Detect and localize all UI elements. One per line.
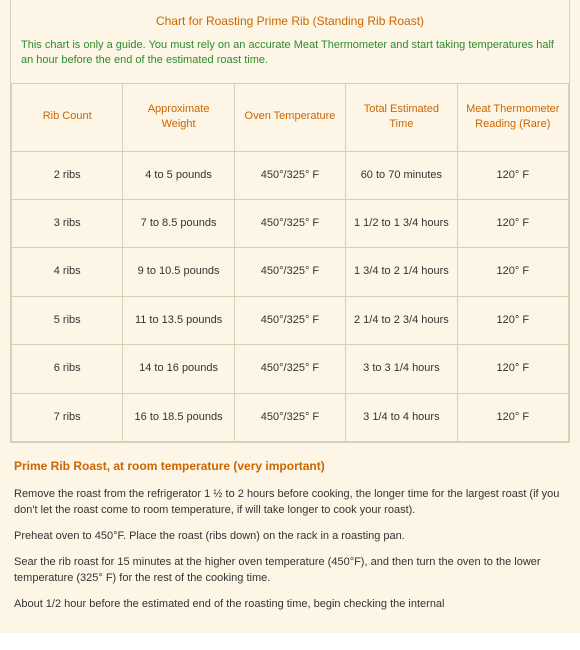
table-row: 6 ribs 14 to 16 pounds 450°/325° F 3 to … — [12, 345, 569, 393]
table-row: 7 ribs 16 to 18.5 pounds 450°/325° F 3 1… — [12, 393, 569, 441]
cell: 3 to 3 1/4 hours — [346, 345, 457, 393]
instruction-para: Preheat oven to 450°F. Place the roast (… — [14, 529, 566, 545]
instruction-para: Remove the roast from the refrigerator 1… — [14, 487, 566, 519]
cell: 120° F — [457, 199, 568, 247]
table-header-row: Rib Count Approximate Weight Oven Temper… — [12, 83, 569, 151]
cell: 3 ribs — [12, 199, 123, 247]
table-body: 2 ribs 4 to 5 pounds 450°/325° F 60 to 7… — [12, 151, 569, 441]
instruction-para: About 1/2 hour before the estimated end … — [14, 597, 566, 613]
cell: 2 1/4 to 2 3/4 hours — [346, 296, 457, 344]
page: Chart for Roasting Prime Rib (Standing R… — [0, 0, 580, 633]
cell: 2 ribs — [12, 151, 123, 199]
content-card: Chart for Roasting Prime Rib (Standing R… — [10, 0, 570, 443]
cell: 14 to 16 pounds — [123, 345, 234, 393]
col-oven-temp: Oven Temperature — [234, 83, 345, 151]
roasting-table: Rib Count Approximate Weight Oven Temper… — [11, 83, 569, 442]
table-row: 2 ribs 4 to 5 pounds 450°/325° F 60 to 7… — [12, 151, 569, 199]
guide-note: This chart is only a guide. You must rel… — [11, 38, 569, 83]
cell: 450°/325° F — [234, 345, 345, 393]
cell: 9 to 10.5 pounds — [123, 248, 234, 296]
instruction-para: Sear the rib roast for 15 minutes at the… — [14, 555, 566, 587]
table-row: 3 ribs 7 to 8.5 pounds 450°/325° F 1 1/2… — [12, 199, 569, 247]
cell: 6 ribs — [12, 345, 123, 393]
cell: 450°/325° F — [234, 199, 345, 247]
cell: 450°/325° F — [234, 393, 345, 441]
col-rib-count: Rib Count — [12, 83, 123, 151]
cell: 4 ribs — [12, 248, 123, 296]
cell: 7 to 8.5 pounds — [123, 199, 234, 247]
cell: 120° F — [457, 296, 568, 344]
section-heading: Prime Rib Roast, at room temperature (ve… — [14, 459, 566, 473]
table-row: 4 ribs 9 to 10.5 pounds 450°/325° F 1 3/… — [12, 248, 569, 296]
table-row: 5 ribs 11 to 13.5 pounds 450°/325° F 2 1… — [12, 296, 569, 344]
cell: 5 ribs — [12, 296, 123, 344]
cell: 1 3/4 to 2 1/4 hours — [346, 248, 457, 296]
col-weight: Approximate Weight — [123, 83, 234, 151]
cell: 11 to 13.5 pounds — [123, 296, 234, 344]
col-thermometer: Meat Thermometer Reading (Rare) — [457, 83, 568, 151]
cell: 120° F — [457, 345, 568, 393]
cell: 16 to 18.5 pounds — [123, 393, 234, 441]
instructions-section: Prime Rib Roast, at room temperature (ve… — [0, 443, 580, 633]
cell: 60 to 70 minutes — [346, 151, 457, 199]
cell: 7 ribs — [12, 393, 123, 441]
cell: 120° F — [457, 151, 568, 199]
cell: 120° F — [457, 393, 568, 441]
cell: 450°/325° F — [234, 296, 345, 344]
cell: 3 1/4 to 4 hours — [346, 393, 457, 441]
col-total-time: Total Estimated Time — [346, 83, 457, 151]
chart-title: Chart for Roasting Prime Rib (Standing R… — [11, 0, 569, 38]
cell: 1 1/2 to 1 3/4 hours — [346, 199, 457, 247]
cell: 450°/325° F — [234, 248, 345, 296]
cell: 450°/325° F — [234, 151, 345, 199]
cell: 120° F — [457, 248, 568, 296]
cell: 4 to 5 pounds — [123, 151, 234, 199]
